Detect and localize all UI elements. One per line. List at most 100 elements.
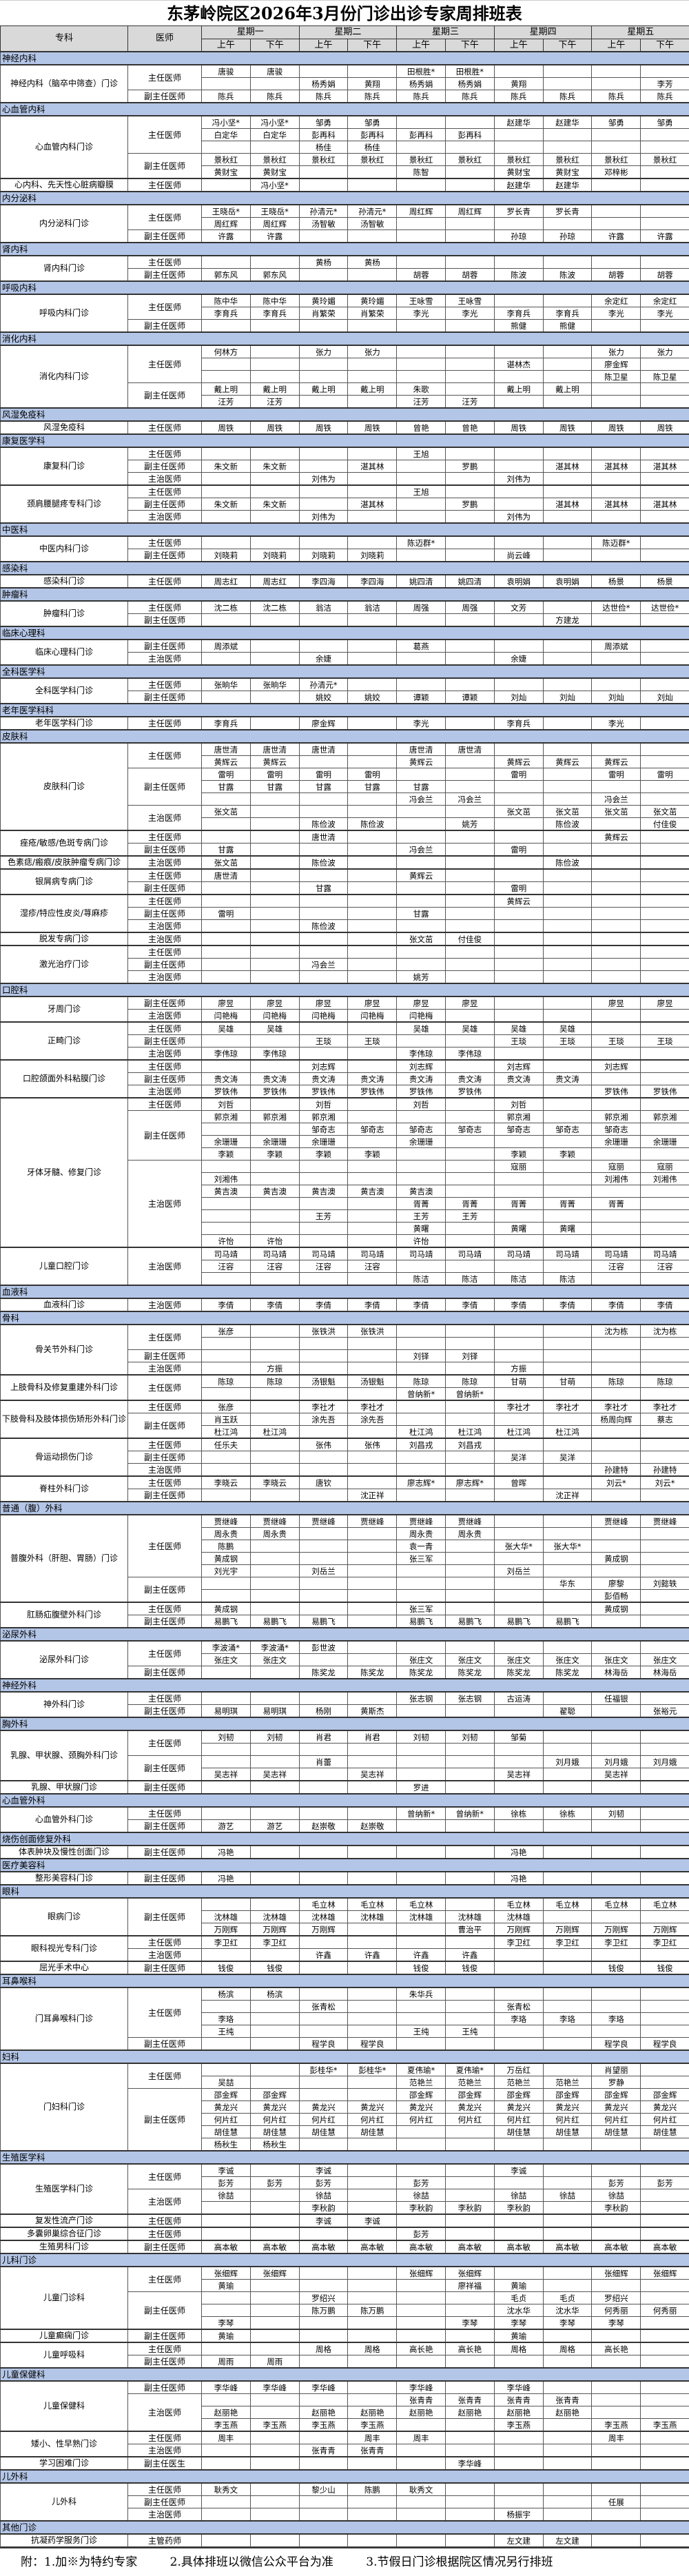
- schedule-cell: 赵丽艳: [494, 2406, 543, 2419]
- schedule-cell: [543, 1730, 592, 1744]
- schedule-cell: [494, 498, 543, 511]
- schedule-cell: [641, 1540, 689, 1553]
- schedule-cell: 黄吉澳: [202, 1185, 251, 1198]
- schedule-cell: [641, 614, 689, 627]
- schedule-cell: 闫艳梅: [202, 1010, 251, 1023]
- schedule-cell: [202, 1338, 251, 1350]
- doctor-title: 主任医师: [128, 1400, 202, 1413]
- schedule-cell: [348, 1654, 397, 1666]
- schedule-cell: 陈兵: [250, 90, 299, 103]
- schedule-cell: 刘湘伟: [641, 1173, 689, 1185]
- schedule-cell: [641, 166, 689, 179]
- schedule-cell: [641, 2355, 689, 2369]
- schedule-cell: 冯会兰: [299, 959, 348, 971]
- schedule-cell: [250, 1223, 299, 1235]
- schedule-cell: [543, 2508, 592, 2522]
- schedule-cell: 黄瑜: [494, 2280, 543, 2292]
- doctor-title: 副主任医师: [128, 230, 202, 243]
- doctor-title: 副主任医师: [128, 269, 202, 282]
- schedule-cell: [250, 1949, 299, 1962]
- schedule-cell: [446, 549, 495, 562]
- clinic-name: 门妇科门诊: [1, 2063, 128, 2151]
- schedule-cell: 周格: [543, 2342, 592, 2355]
- schedule-cell: [397, 1413, 446, 1426]
- schedule-cell: [348, 920, 397, 933]
- schedule-cell: [397, 141, 446, 154]
- schedule-cell: [397, 2496, 446, 2508]
- schedule-cell: [299, 1602, 348, 1615]
- doctor-title: 副主任医生: [128, 2457, 202, 2470]
- schedule-cell: [250, 653, 299, 666]
- schedule-cell: [446, 345, 495, 358]
- schedule-cell: [641, 1185, 689, 1198]
- schedule-cell: [299, 945, 348, 959]
- schedule-cell: [592, 1820, 641, 1833]
- schedule-cell: 黄财宝: [494, 166, 543, 179]
- clinic-name: 乳腺、甲状腺、颈胸外科门诊: [1, 1730, 128, 1781]
- schedule-cell: 曾纳新*: [446, 1807, 495, 1820]
- schedule-cell: 易鹏飞: [250, 1615, 299, 1628]
- schedule-cell: [202, 1273, 251, 1286]
- schedule-cell: [250, 345, 299, 358]
- schedule-cell: 雷明: [592, 768, 641, 781]
- schedule-cell: 李光: [397, 717, 446, 730]
- schedule-cell: 罗长青: [494, 205, 543, 218]
- schedule-cell: [641, 129, 689, 141]
- schedule-cell: 范艳兰: [397, 2076, 446, 2089]
- table-row: 口腔颌面外科粘膜门诊主任医师刘志辉刘志辉刘志辉刘志辉: [1, 1060, 689, 1073]
- schedule-cell: [299, 1987, 348, 2001]
- schedule-cell: 张青青: [397, 2394, 446, 2406]
- schedule-cell: 陈琼: [250, 1375, 299, 1388]
- schedule-cell: 方建龙: [543, 614, 592, 627]
- schedule-cell: 陈中华: [202, 294, 251, 307]
- schedule-cell: [397, 1846, 446, 1859]
- schedule-cell: 刘岳兰: [494, 1565, 543, 1577]
- schedule-cell: 赵丽艳: [397, 2406, 446, 2419]
- doctor-title: 主任医师: [128, 717, 202, 730]
- schedule-cell: 刘哲: [299, 1098, 348, 1111]
- schedule-cell: [641, 1641, 689, 1654]
- schedule-cell: 黄翔: [494, 78, 543, 90]
- schedule-cell: [446, 1325, 495, 1338]
- schedule-cell: [543, 2214, 592, 2227]
- schedule-cell: [250, 1451, 299, 1464]
- schedule-cell: 罗铁伟: [299, 1085, 348, 1098]
- schedule-cell: 甘露: [299, 781, 348, 793]
- schedule-cell: [592, 1987, 641, 2001]
- schedule-cell: [348, 830, 397, 844]
- section-row: 烧伤创面修复外科: [1, 1832, 689, 1846]
- schedule-cell: [202, 2038, 251, 2051]
- schedule-cell: 黄龙兴: [592, 2101, 641, 2114]
- schedule-cell: [397, 1565, 446, 1577]
- schedule-cell: [202, 536, 251, 549]
- schedule-cell: 贾继峰: [397, 1515, 446, 1528]
- schedule-cell: 沈正祥: [543, 1489, 592, 1502]
- schedule-cell: 何林方: [202, 345, 251, 358]
- schedule-cell: [592, 1615, 641, 1628]
- schedule-cell: [397, 1489, 446, 1502]
- schedule-cell: [299, 1388, 348, 1401]
- schedule-cell: 李颖: [299, 1148, 348, 1161]
- schedule-cell: 唐骏: [202, 65, 251, 78]
- schedule-cell: [250, 1060, 299, 1073]
- schedule-cell: [543, 793, 592, 806]
- table-header: 专科 医师 星期一 星期二 星期三 星期四 星期五 上午 下午 上午 下午 上午…: [1, 26, 689, 52]
- doctor-title: 主治医师: [128, 2394, 202, 2432]
- schedule-cell: 司马靖: [397, 1247, 446, 1260]
- schedule-cell: 闫艳梅: [299, 1010, 348, 1023]
- schedule-cell: [348, 1136, 397, 1148]
- schedule-cell: 黄辉云: [202, 756, 251, 768]
- schedule-cell: [299, 447, 348, 460]
- schedule-cell: 陈万鹏: [348, 2304, 397, 2317]
- schedule-cell: [397, 1936, 446, 1949]
- schedule-cell: 邹奇志: [397, 1123, 446, 1136]
- section-title: 生殖医学科: [1, 2151, 689, 2164]
- table-row: 儿童口腔门诊主治医师司马靖司马靖司马靖司马靖司马靖司马靖司马靖司马靖司马靖司马靖: [1, 1247, 689, 1260]
- schedule-cell: [299, 2317, 348, 2330]
- schedule-cell: 林海岳: [592, 1666, 641, 1679]
- schedule-cell: [250, 2280, 299, 2292]
- schedule-cell: 彭芳: [592, 2177, 641, 2189]
- schedule-cell: 高长艳: [446, 2342, 495, 2355]
- schedule-cell: [299, 614, 348, 627]
- schedule-cell: 司马靖: [348, 1247, 397, 1260]
